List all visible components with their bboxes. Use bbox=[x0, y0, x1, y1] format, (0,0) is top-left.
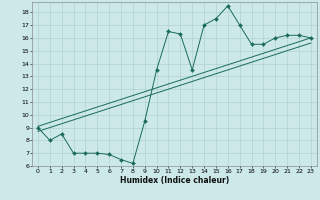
X-axis label: Humidex (Indice chaleur): Humidex (Indice chaleur) bbox=[120, 176, 229, 185]
